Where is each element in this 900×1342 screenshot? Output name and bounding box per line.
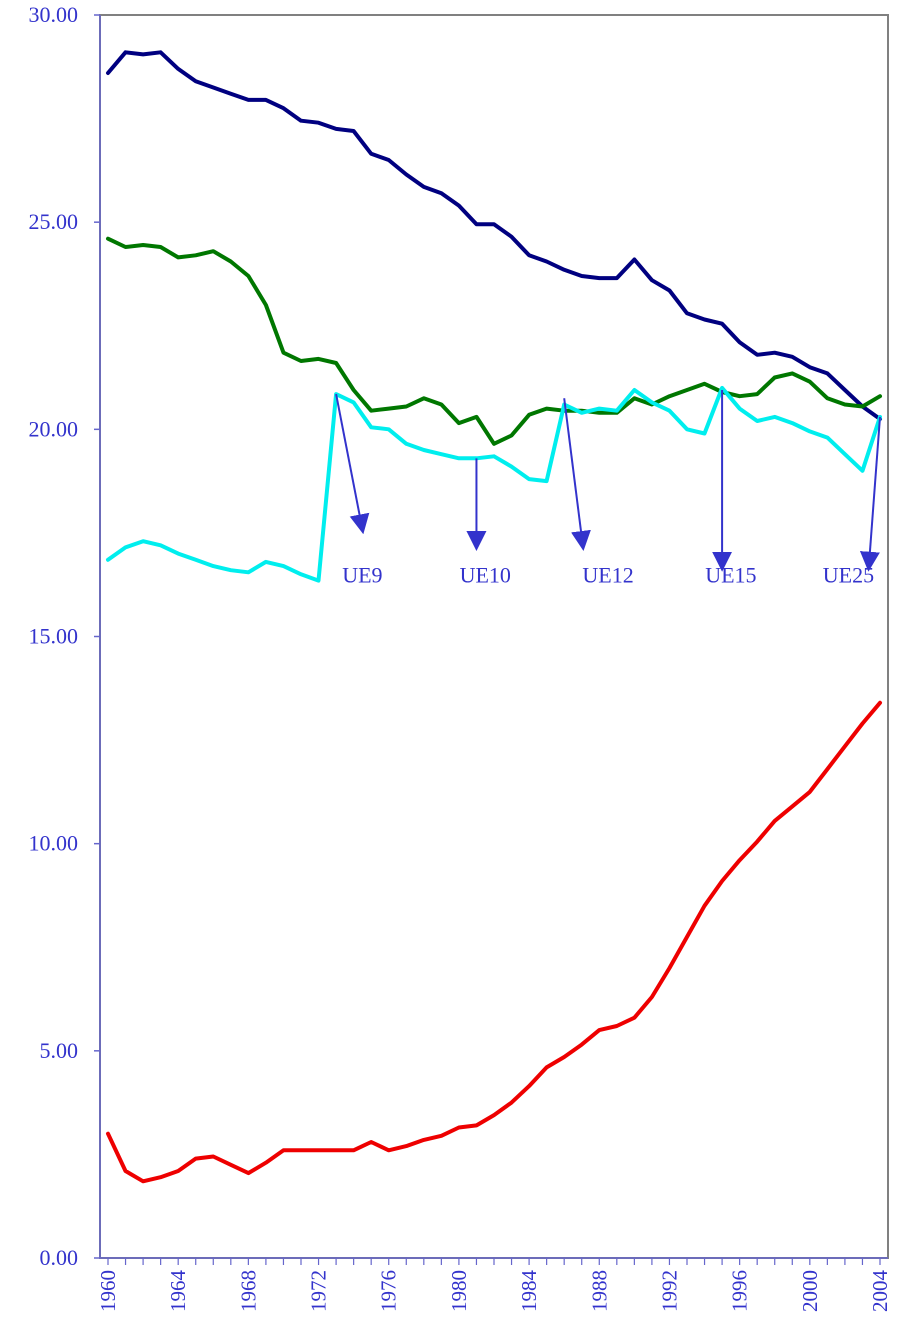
x-tick-label: 1972 — [307, 1270, 331, 1312]
series-lines — [106, 50, 882, 1184]
y-tick-label: 15.00 — [29, 624, 79, 649]
annotation-arrow — [859, 416, 881, 572]
x-tick-label: 1984 — [517, 1270, 541, 1313]
x-axis: 1960 1964 1968 1972 1976 1980 1984 1988 1992 1996… — [96, 1258, 892, 1312]
x-tick-label: 1960 — [96, 1270, 120, 1312]
x-tick-label: 1976 — [377, 1270, 401, 1312]
annotation-arrow — [563, 398, 591, 551]
y-tick-label: 25.00 — [29, 209, 79, 234]
y-tick-label: 5.00 — [40, 1038, 79, 1063]
annotation-label: UE15 — [705, 563, 756, 588]
annotation-arrow — [335, 393, 370, 535]
y-tick-label: 20.00 — [29, 416, 79, 441]
x-tick-label: 2004 — [868, 1270, 892, 1313]
x-tick-label: 1980 — [447, 1270, 471, 1312]
series-line-4 — [106, 700, 882, 1184]
x-tick-label: 1968 — [236, 1270, 260, 1312]
x-tick-label: 1992 — [657, 1270, 681, 1312]
annotation-label: UE25 — [823, 563, 874, 588]
series-line-2 — [106, 236, 882, 446]
plot-area — [99, 14, 889, 1259]
annotation-label: UE9 — [342, 563, 382, 588]
plot-border — [99, 14, 889, 1259]
x-tick-label: 1996 — [728, 1270, 752, 1312]
annotation-label: UE10 — [460, 563, 511, 588]
annotations: UE9 UE10 UE12 UE15 UE25 — [335, 389, 881, 588]
y-tick-label: 10.00 — [29, 831, 79, 856]
annotation-label: UE12 — [582, 563, 633, 588]
y-tick-label: 0.00 — [40, 1245, 79, 1270]
y-tick-label: 30.00 — [29, 2, 79, 27]
y-axis: 0.00 5.00 10.00 15.00 20.00 25.00 30.00 — [29, 2, 100, 1270]
x-tick-label: 1964 — [166, 1270, 190, 1313]
x-tick-label: 2000 — [798, 1270, 822, 1312]
x-tick-label: 1988 — [587, 1270, 611, 1312]
series-line-3 — [106, 385, 882, 583]
series-line-1 — [106, 50, 882, 421]
